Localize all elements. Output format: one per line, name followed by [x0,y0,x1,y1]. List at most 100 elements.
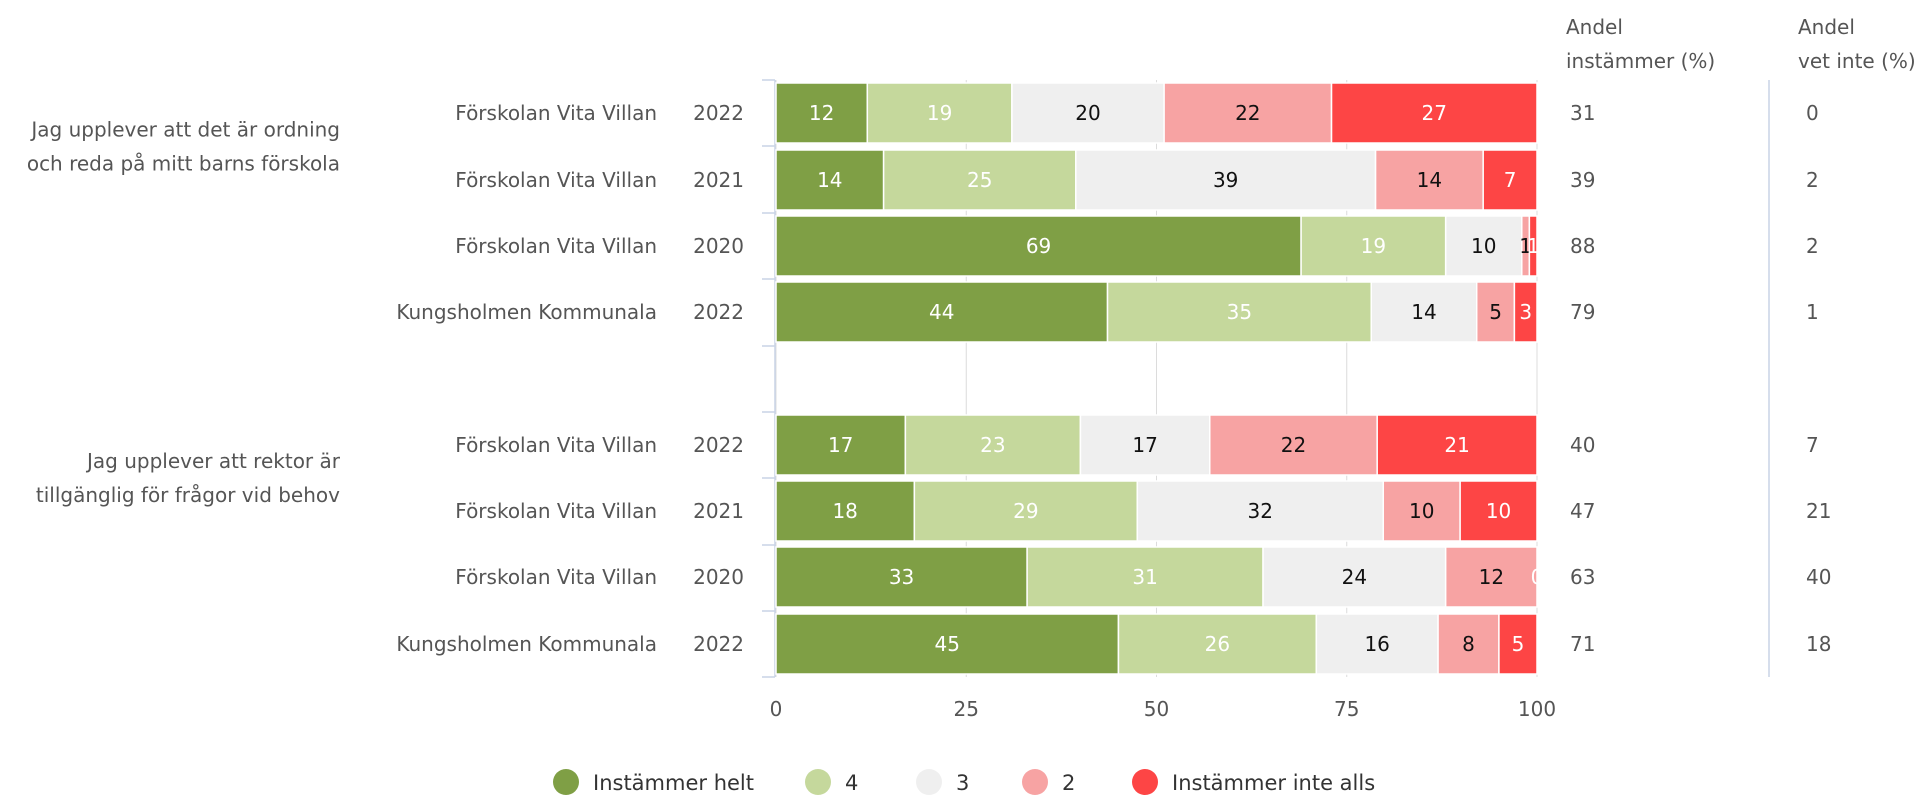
segment-value-label: 7 [1504,168,1517,192]
segment-value-label: 25 [967,168,992,192]
year-label: 2020 [693,234,744,258]
agree-value: 63 [1570,565,1595,589]
segment-value-label: 17 [1132,433,1157,457]
bar-segment [1370,281,1478,343]
bar-segment [1026,546,1264,608]
segment-value-label: 18 [832,499,857,523]
segment-value-label: 1 [1527,234,1540,258]
segment-value-label: 29 [1013,499,1038,523]
segment-value-label: 10 [1486,499,1511,523]
segment-value-label: 19 [927,101,952,125]
bar-segment [1528,215,1538,277]
bar-segment [882,149,1077,211]
segment-value-label: 14 [1417,168,1442,192]
legend-swatch [1022,769,1048,795]
unit-label: Förskolan Vita Villan [455,565,657,589]
segment-value-label: 5 [1512,632,1525,656]
year-label: 2022 [693,300,744,324]
bar-segment [1444,546,1538,608]
dont-know-value: 0 [1806,101,1819,125]
segment-value-label: 33 [889,565,914,589]
segment-value-label: 14 [1411,300,1436,324]
bar-segment [1382,480,1461,542]
segment-value-label: 23 [980,433,1005,457]
segment-value-label: 24 [1342,565,1367,589]
segment-value-label: 44 [929,300,954,324]
x-tick-label: 50 [1144,697,1169,721]
row-labels: Jag upplever att det är ordning och reda … [27,101,744,656]
segment-value-label: 10 [1409,499,1434,523]
bar-segment [1482,149,1538,211]
segment-value-label: 17 [828,433,853,457]
unit-label: Förskolan Vita Villan [455,433,657,457]
legend-label: 4 [845,771,858,795]
bar-segment [775,215,1302,277]
year-label: 2022 [693,101,744,125]
unit-label: Förskolan Vita Villan [455,499,657,523]
x-tick-label: 75 [1334,697,1359,721]
agree-value: 40 [1570,433,1595,457]
bar-segment [1106,281,1372,343]
segment-value-label: 69 [1026,234,1051,258]
segment-value-label: 0 [1531,565,1544,589]
segment-value-label: 21 [1444,433,1469,457]
legend-label: Instämmer helt [593,771,754,795]
agree-value: 47 [1570,499,1595,523]
segment-value-label: 10 [1471,234,1496,258]
unit-label: Kungsholmen Kommunala [396,632,657,656]
segment-value-label: 16 [1364,632,1389,656]
agree-value: 88 [1570,234,1595,258]
segment-value-label: 35 [1227,300,1252,324]
bar-segment [775,281,1109,343]
dont-know-value: 1 [1806,300,1819,324]
dont-know-value: 40 [1806,565,1831,589]
legend-label: 2 [1062,771,1075,795]
bar-segment [1374,149,1484,211]
year-label: 2021 [693,168,744,192]
legend-swatch [1132,769,1158,795]
unit-label: Förskolan Vita Villan [455,101,657,125]
dont-know-value: 7 [1806,433,1819,457]
bar-segment [775,149,885,211]
segment-value-label: 20 [1075,101,1100,125]
bar-segment [775,414,907,476]
bar-segment [866,82,1013,144]
dk-header-line2: vet inte (%) [1798,49,1916,73]
bar-segment [1498,613,1538,675]
agree-header-line1: Andel [1566,15,1623,39]
x-tick-label: 100 [1518,697,1556,721]
segment-value-label: 19 [1361,234,1386,258]
legend-swatch [805,769,831,795]
year-label: 2022 [693,632,744,656]
agree-value: 71 [1570,632,1595,656]
legend-swatch [553,769,579,795]
unit-label: Förskolan Vita Villan [455,234,657,258]
legend-swatch [916,769,942,795]
unit-label: Kungsholmen Kommunala [396,300,657,324]
segment-value-label: 26 [1205,632,1230,656]
agree-value: 39 [1570,168,1595,192]
bar-segment [904,414,1082,476]
year-label: 2022 [693,433,744,457]
bar-segment [1437,613,1500,675]
bar-segment [1513,281,1538,343]
bar-segment [1459,480,1538,542]
segment-value-label: 22 [1281,433,1306,457]
bar-segment [1376,414,1538,476]
segment-value-label: 8 [1462,632,1475,656]
segment-value-label: 12 [1479,565,1504,589]
bar-segment [775,82,869,144]
bar-segment [1262,546,1447,608]
year-label: 2021 [693,499,744,523]
legend-label: 3 [956,771,969,795]
dont-know-value: 18 [1806,632,1831,656]
x-tick-label: 0 [770,697,783,721]
dont-know-value: 2 [1806,168,1819,192]
segment-value-label: 3 [1519,300,1532,324]
legend: Instämmer helt 4 3 2 Instämmer inte alls [553,769,1375,795]
question-label: Jag upplever att det är ordning [29,118,340,142]
dk-header-line1: Andel [1798,15,1855,39]
x-tick-label: 25 [954,697,979,721]
